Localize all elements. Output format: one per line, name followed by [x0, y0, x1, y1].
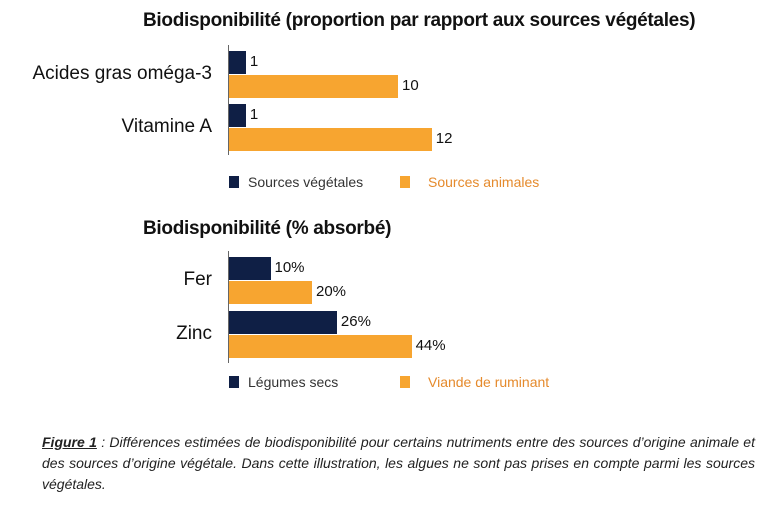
bar: [229, 335, 412, 358]
category-label: Acides gras oméga-3: [32, 63, 212, 84]
legend-swatch: [229, 376, 239, 388]
legend-swatch: [400, 376, 410, 388]
category-label: Fer: [183, 269, 213, 290]
legend-swatch: [400, 176, 410, 188]
y-axis: [228, 251, 229, 363]
bar: [229, 104, 246, 127]
legend-label: Viande de ruminant: [428, 374, 550, 390]
legend-label: Légumes secs: [248, 374, 339, 390]
chart2-title: Biodisponibilité (% absorbé): [143, 218, 392, 239]
figure-caption: Figure 1 : Différences estimées de biodi…: [42, 432, 755, 495]
data-label: 44%: [415, 337, 446, 354]
chart1-title: Biodisponibilité (proportion par rapport…: [143, 10, 696, 31]
category-label: Vitamine A: [121, 116, 212, 137]
caption-text: : Différences estimées de biodisponibili…: [42, 434, 755, 492]
data-label: 20%: [316, 283, 347, 300]
bar: [229, 281, 312, 304]
data-label: 10: [402, 77, 419, 94]
bar: [229, 257, 271, 280]
data-label: 1: [249, 106, 259, 123]
data-label: 1: [249, 53, 259, 70]
figure-label: Figure 1: [42, 434, 97, 450]
legend-swatch: [229, 176, 239, 188]
bar: [229, 128, 432, 151]
y-axis: [228, 45, 229, 155]
data-label: 10%: [274, 259, 305, 276]
bar: [229, 311, 337, 334]
legend-label: Sources végétales: [248, 174, 364, 190]
bar: [229, 51, 246, 74]
data-label: 26%: [340, 313, 371, 330]
category-label: Zinc: [176, 323, 212, 344]
bar: [229, 75, 398, 98]
data-label: 12: [435, 130, 453, 147]
legend-label: Sources animales: [428, 174, 540, 190]
